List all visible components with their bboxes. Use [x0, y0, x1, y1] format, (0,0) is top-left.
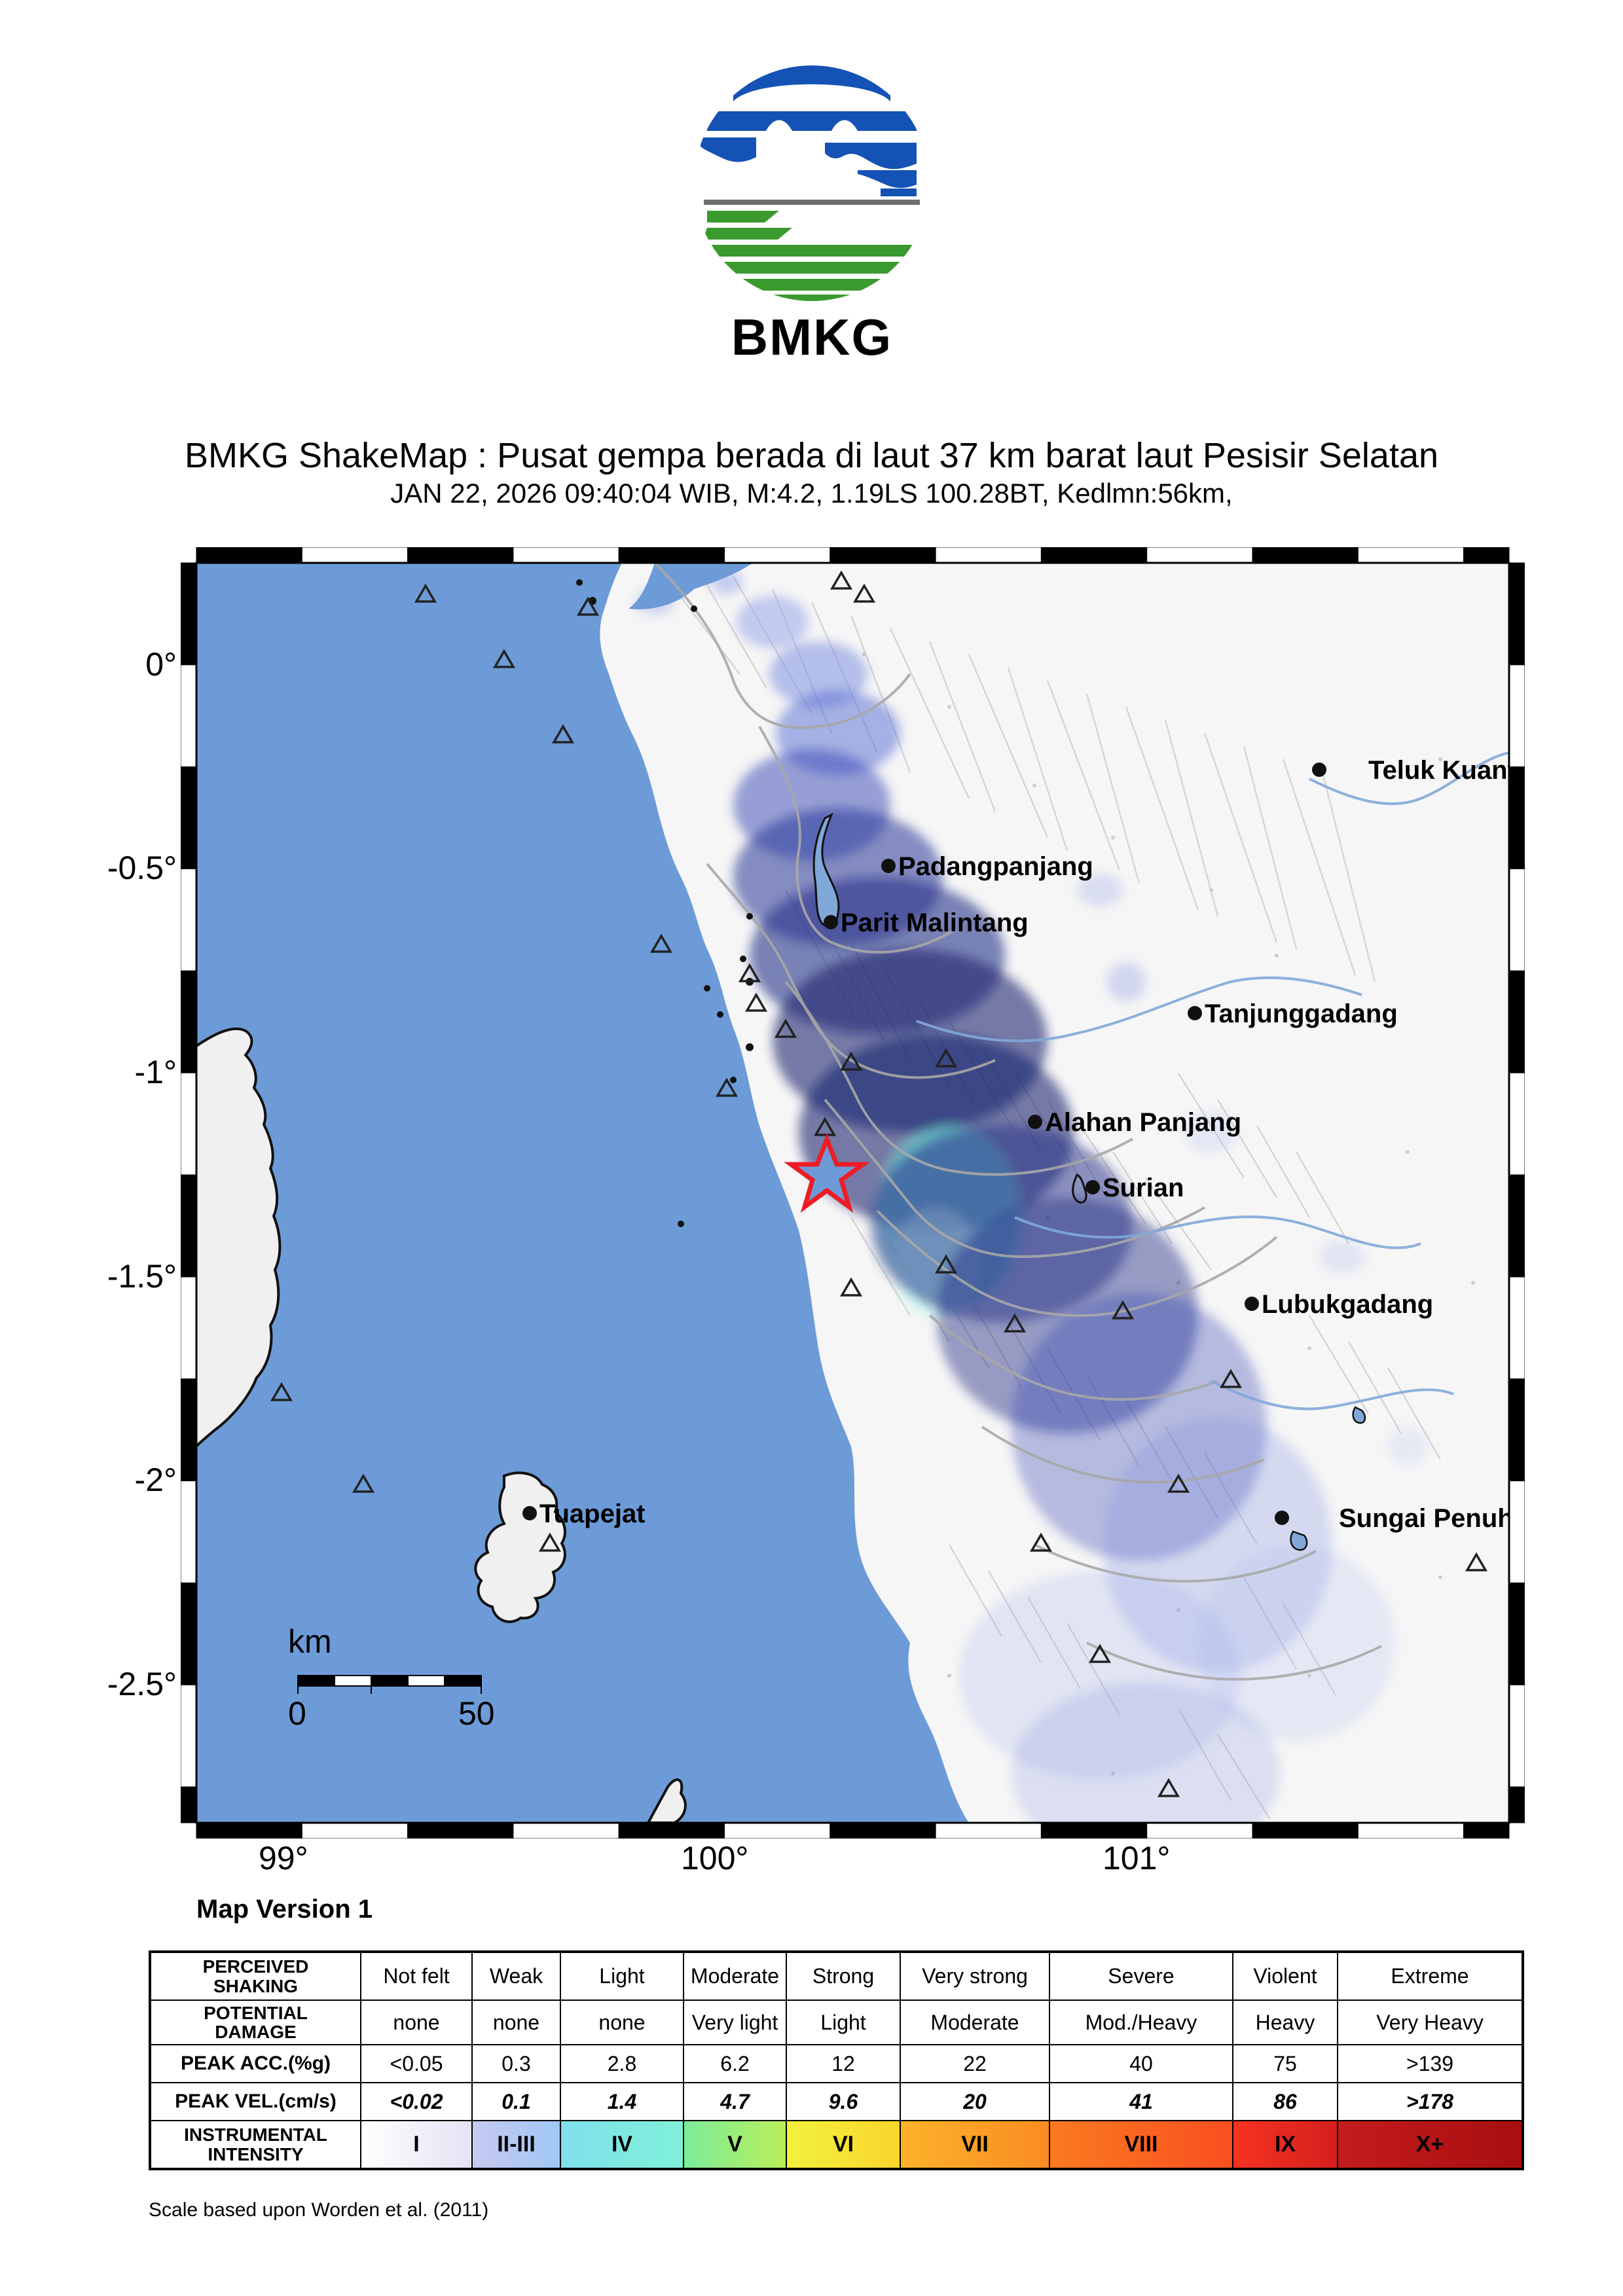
svg-text:50: 50	[458, 1695, 495, 1732]
svg-text:Padangpanjang: Padangpanjang	[898, 852, 1093, 881]
svg-text:Teluk Kuantan: Teluk Kuantan	[1368, 756, 1525, 785]
svg-text:Lubukgadang: Lubukgadang	[1262, 1290, 1433, 1319]
svg-text:Parit Malintang: Parit Malintang	[841, 908, 1029, 937]
svg-text:km: km	[288, 1623, 332, 1660]
svg-text:Tanjunggadang: Tanjunggadang	[1205, 999, 1398, 1028]
svg-text:Tuapejat: Tuapejat	[539, 1499, 646, 1528]
svg-text:Surian: Surian	[1103, 1174, 1184, 1202]
svg-text:Alahan Panjang: Alahan Panjang	[1045, 1108, 1241, 1137]
svg-text:0: 0	[288, 1695, 306, 1732]
svg-text:Sungai Penuh: Sungai Penuh	[1339, 1504, 1514, 1533]
